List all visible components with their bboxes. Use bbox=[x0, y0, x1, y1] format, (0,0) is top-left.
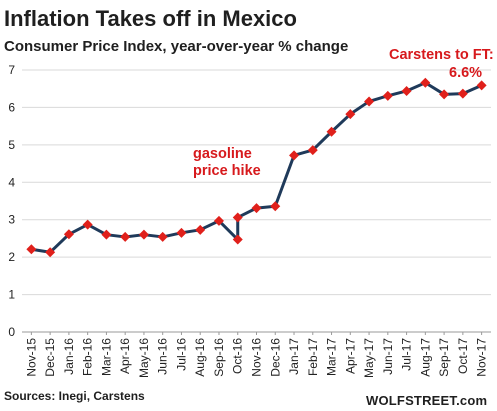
brand-label: WOLFSTREET.com bbox=[366, 393, 487, 408]
x-tick-label: Nov-16 bbox=[250, 338, 264, 377]
data-point bbox=[213, 215, 224, 226]
data-point bbox=[232, 234, 243, 245]
y-tick-label: 2 bbox=[8, 250, 15, 264]
data-point bbox=[101, 229, 112, 240]
data-point bbox=[270, 201, 281, 212]
x-tick-label: Dec-15 bbox=[43, 338, 57, 377]
x-tick-label: Nov-15 bbox=[24, 338, 38, 377]
chart-subtitle: Consumer Price Index, year-over-year % c… bbox=[4, 38, 348, 55]
data-point bbox=[289, 150, 300, 161]
source-note: Sources: Inegi, Carstens bbox=[4, 389, 145, 403]
plot-area: 0 1 2 3 4 5 6 7 Nov-15 Dec-15 Jan-16 Feb-16 Mar-16 Ap… bbox=[8, 63, 491, 378]
x-tick-label: Mar-16 bbox=[99, 338, 113, 376]
y-tick-label: 4 bbox=[8, 175, 15, 189]
x-tick-label: Jan-16 bbox=[62, 338, 76, 375]
x-tick-label: May-16 bbox=[137, 338, 151, 378]
x-tick-label: Mar-17 bbox=[325, 338, 339, 376]
x-tick-label: Nov-17 bbox=[475, 338, 489, 377]
x-tick-label: Oct-16 bbox=[231, 338, 245, 374]
x-tick-label: May-17 bbox=[362, 338, 376, 378]
x-tick-label: Jun-16 bbox=[156, 338, 170, 375]
x-tick-label: Apr-17 bbox=[343, 338, 357, 374]
y-tick-label: 7 bbox=[8, 63, 15, 77]
x-tick-label: Jan-17 bbox=[287, 338, 301, 375]
data-point bbox=[176, 227, 187, 238]
data-point bbox=[120, 231, 131, 242]
data-point bbox=[232, 212, 243, 223]
data-point bbox=[82, 219, 93, 230]
x-tick-label: Aug-16 bbox=[193, 338, 207, 377]
annotation-price-hike: price hike bbox=[193, 163, 261, 179]
chart-title: Inflation Takes off in Mexico bbox=[4, 6, 297, 31]
x-tick-label: Apr-16 bbox=[118, 338, 132, 374]
data-point bbox=[307, 145, 318, 156]
data-point bbox=[420, 77, 431, 88]
x-tick-label: Feb-17 bbox=[306, 338, 320, 376]
x-tick-label: Jun-17 bbox=[381, 338, 395, 375]
data-point bbox=[382, 90, 393, 101]
data-point bbox=[401, 85, 412, 96]
x-tick-label: Jul-17 bbox=[400, 338, 414, 371]
x-tick-label: Sep-17 bbox=[437, 338, 451, 377]
y-tick-label: 5 bbox=[8, 138, 15, 152]
data-point bbox=[476, 80, 487, 91]
data-point bbox=[326, 126, 337, 137]
data-point bbox=[26, 244, 37, 255]
annotation-gasoline: gasoline bbox=[193, 146, 252, 162]
data-point bbox=[364, 96, 375, 107]
y-tick-label: 6 bbox=[8, 100, 15, 114]
data-point bbox=[195, 224, 206, 235]
data-point bbox=[345, 109, 356, 120]
data-point bbox=[157, 231, 168, 242]
data-point bbox=[457, 88, 468, 99]
x-tick-label: Jul-16 bbox=[174, 338, 188, 371]
data-point bbox=[251, 203, 262, 214]
data-point bbox=[138, 229, 149, 240]
x-tick-label: Oct-17 bbox=[456, 338, 470, 374]
annotation-carstens: Carstens to FT: bbox=[389, 47, 494, 63]
data-point bbox=[45, 247, 56, 258]
y-tick-label: 3 bbox=[8, 213, 15, 227]
data-point bbox=[63, 229, 74, 240]
x-tick-label: Feb-16 bbox=[81, 338, 95, 376]
x-tick-label: Sep-16 bbox=[212, 338, 226, 377]
annotation-value: 6.6% bbox=[449, 65, 482, 81]
y-tick-label: 0 bbox=[8, 325, 15, 339]
x-tick-label: Aug-17 bbox=[418, 338, 432, 377]
y-tick-label: 1 bbox=[8, 288, 15, 302]
x-tick-label: Dec-16 bbox=[268, 338, 282, 377]
data-point bbox=[439, 89, 450, 100]
